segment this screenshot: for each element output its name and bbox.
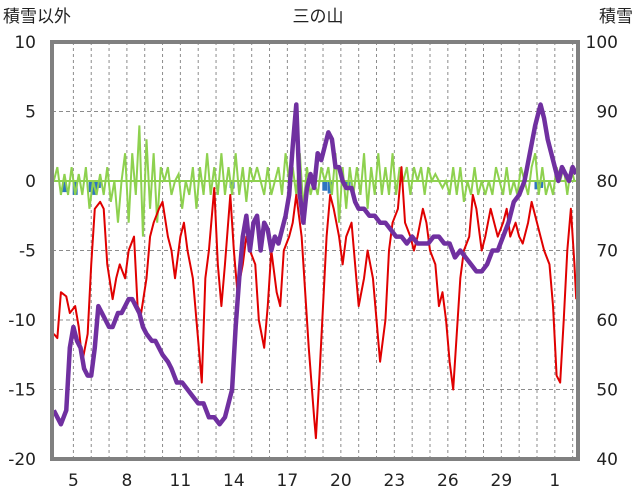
y-left-tick-label: 10: [14, 33, 36, 53]
precipitation-bar: [61, 181, 67, 193]
x-tick-label: 17: [277, 471, 299, 491]
y-right-tick-label: 90: [596, 103, 618, 123]
y-right-tick-label: 100: [586, 33, 618, 53]
y-right-tick-label: 40: [596, 450, 618, 470]
x-tick-label: 8: [121, 471, 132, 491]
y-left-axis-title: 積雪以外: [3, 7, 71, 27]
plot-frame: [50, 40, 580, 461]
y-right-tick-label: 80: [596, 172, 618, 192]
y-left-tick-label: -10: [8, 311, 36, 331]
x-tick-label: 11: [170, 471, 192, 491]
y-left-tick-labels: 10 5 0 -5 -10 -15 -20: [8, 33, 36, 470]
x-tick-label: 26: [437, 471, 459, 491]
snow-depth-line: [51, 102, 579, 427]
y-right-tick-labels: 100 90 80 70 60 50 40: [586, 33, 618, 470]
x-tick-label: 5: [68, 471, 79, 491]
y-right-axis-title: 積雪: [599, 7, 633, 27]
y-left-tick-label: 0: [25, 172, 36, 192]
y-right-tick-label: 70: [596, 242, 618, 262]
y-left-tick-label: -20: [8, 450, 36, 470]
y-left-tick-label: 5: [25, 103, 36, 123]
chart-title: 三の山: [293, 7, 344, 27]
x-tick-label: 29: [491, 471, 513, 491]
y-left-tick-label: -5: [19, 242, 36, 262]
y-right-tick-label: 60: [596, 311, 618, 331]
y-left-tick-label: -15: [8, 381, 36, 401]
precipitation-bar: [88, 181, 94, 193]
x-tick-label: 1: [549, 471, 560, 491]
y-right-tick-label: 50: [596, 381, 618, 401]
data-series: [51, 102, 579, 440]
precipitation-bar: [322, 181, 328, 191]
x-tick-label: 20: [330, 471, 352, 491]
x-tick-label: 14: [223, 471, 245, 491]
temperature-line: [53, 166, 578, 440]
x-tick-label: 23: [384, 471, 406, 491]
x-tick-labels: 5 8 11 14 17 20 23 26 29 1: [68, 471, 560, 491]
